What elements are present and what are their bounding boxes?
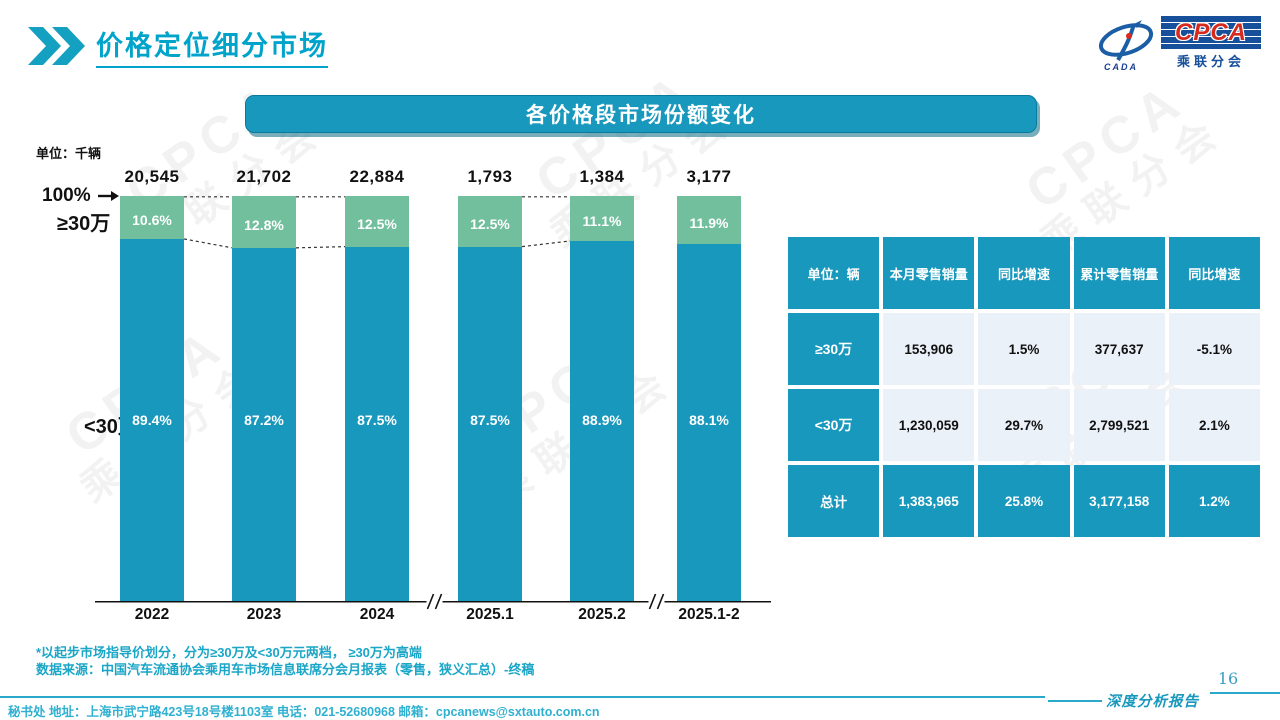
stacked-bar: 12.5% 87.5%	[345, 196, 409, 601]
cada-label: CADA	[1104, 62, 1138, 72]
footer-divider	[0, 696, 1045, 698]
stacked-bar: 12.5% 87.5%	[458, 196, 522, 601]
table-cell: 29.7%	[978, 389, 1070, 461]
footer-contact: 秘书处 地址：上海市武宁路423号18号楼1103室 电话：021-526809…	[8, 705, 600, 719]
x-axis-label: 2022	[134, 606, 170, 623]
axis-100-label: 100%	[42, 185, 91, 206]
segment-low	[345, 246, 409, 601]
x-axis-label: 2025.2	[578, 606, 626, 623]
table-cell: 3,177,158	[1073, 465, 1165, 537]
segment-high	[345, 196, 409, 247]
x-axis-label: 2025.1	[466, 606, 514, 623]
page-header: 价格定位细分市场	[28, 24, 328, 68]
cpca-subtitle: 乘联分会	[1176, 54, 1245, 69]
segment-high-percent: 12.5%	[470, 215, 510, 232]
segment-high	[570, 196, 634, 241]
cpca-logo: CADA CPCA 乘联分会	[1096, 16, 1266, 72]
report-label: 深度分析报告	[1106, 693, 1199, 710]
table-cell: 377,637	[1073, 313, 1165, 385]
segment-low-percent: 87.2%	[244, 412, 284, 428]
segment-high-percent: 10.6%	[132, 211, 172, 228]
segment-high-percent: 11.9%	[689, 214, 729, 231]
bar-total-label: 22,884	[349, 167, 405, 186]
stacked-bar: 11.1% 88.9%	[570, 196, 634, 601]
cada-emblem-icon: CADA	[1096, 16, 1158, 72]
double-chevron-icon	[28, 27, 85, 65]
chart-banner-title: 各价格段市场份额变化	[245, 95, 1037, 133]
table-cell: 2,799,521	[1073, 389, 1165, 461]
page-title: 价格定位细分市场	[96, 24, 328, 68]
x-axis-label: 2023	[246, 606, 282, 623]
series-high-label: ≥30万	[57, 213, 111, 235]
cpca-wordmark: CPCA	[1161, 16, 1261, 49]
segment-low-percent: 87.5%	[357, 412, 397, 428]
segment-high-percent: 12.5%	[357, 215, 397, 232]
segment-low	[458, 246, 522, 601]
table-row-label: ≥30万	[788, 313, 880, 385]
bar-total-label: 1,793	[467, 167, 513, 186]
table-column-header: 累计零售销量	[1073, 237, 1165, 309]
price-segment-table: 单位：辆 本月零售销量 同比增速 累计零售销量 同比增速 ≥30万 153,906 1.5% 3…	[788, 237, 1260, 537]
stacked-bar: 12.8% 87.2%	[232, 196, 296, 601]
bar-total-label: 21,702	[236, 167, 292, 186]
x-axis-label: 2024	[359, 606, 395, 623]
segment-low-percent: 88.9%	[582, 412, 622, 428]
x-axis-label: 2025.1-2	[678, 606, 740, 623]
table-cell: 153,906	[883, 313, 975, 385]
bar-total-label: 1,384	[579, 167, 625, 186]
page-number: 16	[1217, 669, 1239, 688]
table-column-header: 本月零售销量	[883, 237, 975, 309]
table-cell: 1.5%	[978, 313, 1070, 385]
segment-high	[458, 196, 522, 247]
table-cell: 1,230,059	[883, 389, 975, 461]
table-cell: 2.1%	[1168, 389, 1260, 461]
segment-high	[232, 196, 296, 248]
segment-high-percent: 12.8%	[244, 216, 284, 233]
table-cell: 1.2%	[1168, 465, 1260, 537]
footnote-definition: *以起步市场指导价划分，分为≥30万及<30万元两档， ≥30万为高端	[36, 645, 422, 660]
stacked-bar: 10.6% 89.4%	[120, 196, 184, 601]
segment-low	[232, 247, 296, 601]
table-unit-header: 单位：辆	[788, 237, 880, 309]
table-column-header: 同比增速	[1168, 237, 1260, 309]
table-cell: -5.1%	[1168, 313, 1260, 385]
segment-high	[120, 196, 184, 239]
segment-low-percent: 87.5%	[470, 412, 510, 428]
table-cell: 1,383,965	[883, 465, 975, 537]
segment-low-percent: 89.4%	[132, 412, 172, 428]
chart-unit-label: 单位：千辆	[36, 146, 102, 161]
segment-low	[570, 240, 634, 601]
segment-low	[677, 244, 741, 601]
footnote-source: 数据来源：中国汽车流通协会乘用车市场信息联席分会月报表（零售，狭义汇总）-终稿	[36, 662, 535, 677]
table-column-header: 同比增速	[978, 237, 1070, 309]
table-row-label: 总计	[788, 465, 880, 537]
segment-low-percent: 88.1%	[689, 412, 729, 428]
segment-high-percent: 11.1%	[582, 212, 622, 229]
segment-high	[677, 196, 741, 245]
segment-low	[120, 238, 184, 601]
report-label-line-left	[1048, 700, 1102, 702]
table-row-label: <30万	[788, 389, 880, 461]
bar-total-label: 3,177	[686, 167, 732, 186]
bar-total-label: 20,545	[124, 167, 180, 186]
stacked-bar: 11.9% 88.1%	[677, 196, 741, 601]
report-label-line-right	[1210, 692, 1280, 694]
table-cell: 25.8%	[978, 465, 1070, 537]
